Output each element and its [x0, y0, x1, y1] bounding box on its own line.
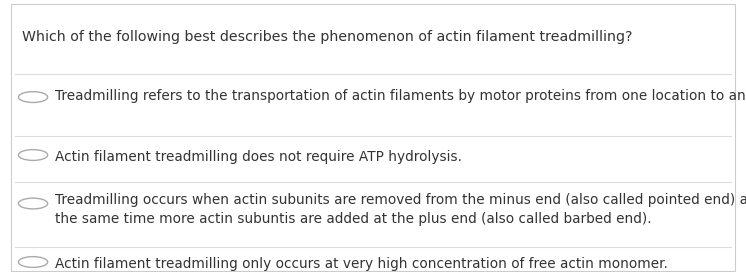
Text: Which of the following best describes the phenomenon of actin filament treadmill: Which of the following best describes th… — [22, 30, 633, 44]
Text: Actin filament treadmilling only occurs at very high concentration of free actin: Actin filament treadmilling only occurs … — [55, 257, 668, 271]
Text: Treadmilling refers to the transportation of actin filaments by motor proteins f: Treadmilling refers to the transportatio… — [55, 89, 746, 103]
Text: Treadmilling occurs when actin subunits are removed from the minus end (also cal: Treadmilling occurs when actin subunits … — [55, 193, 746, 226]
Text: Actin filament treadmilling does not require ATP hydrolysis.: Actin filament treadmilling does not req… — [55, 150, 462, 164]
